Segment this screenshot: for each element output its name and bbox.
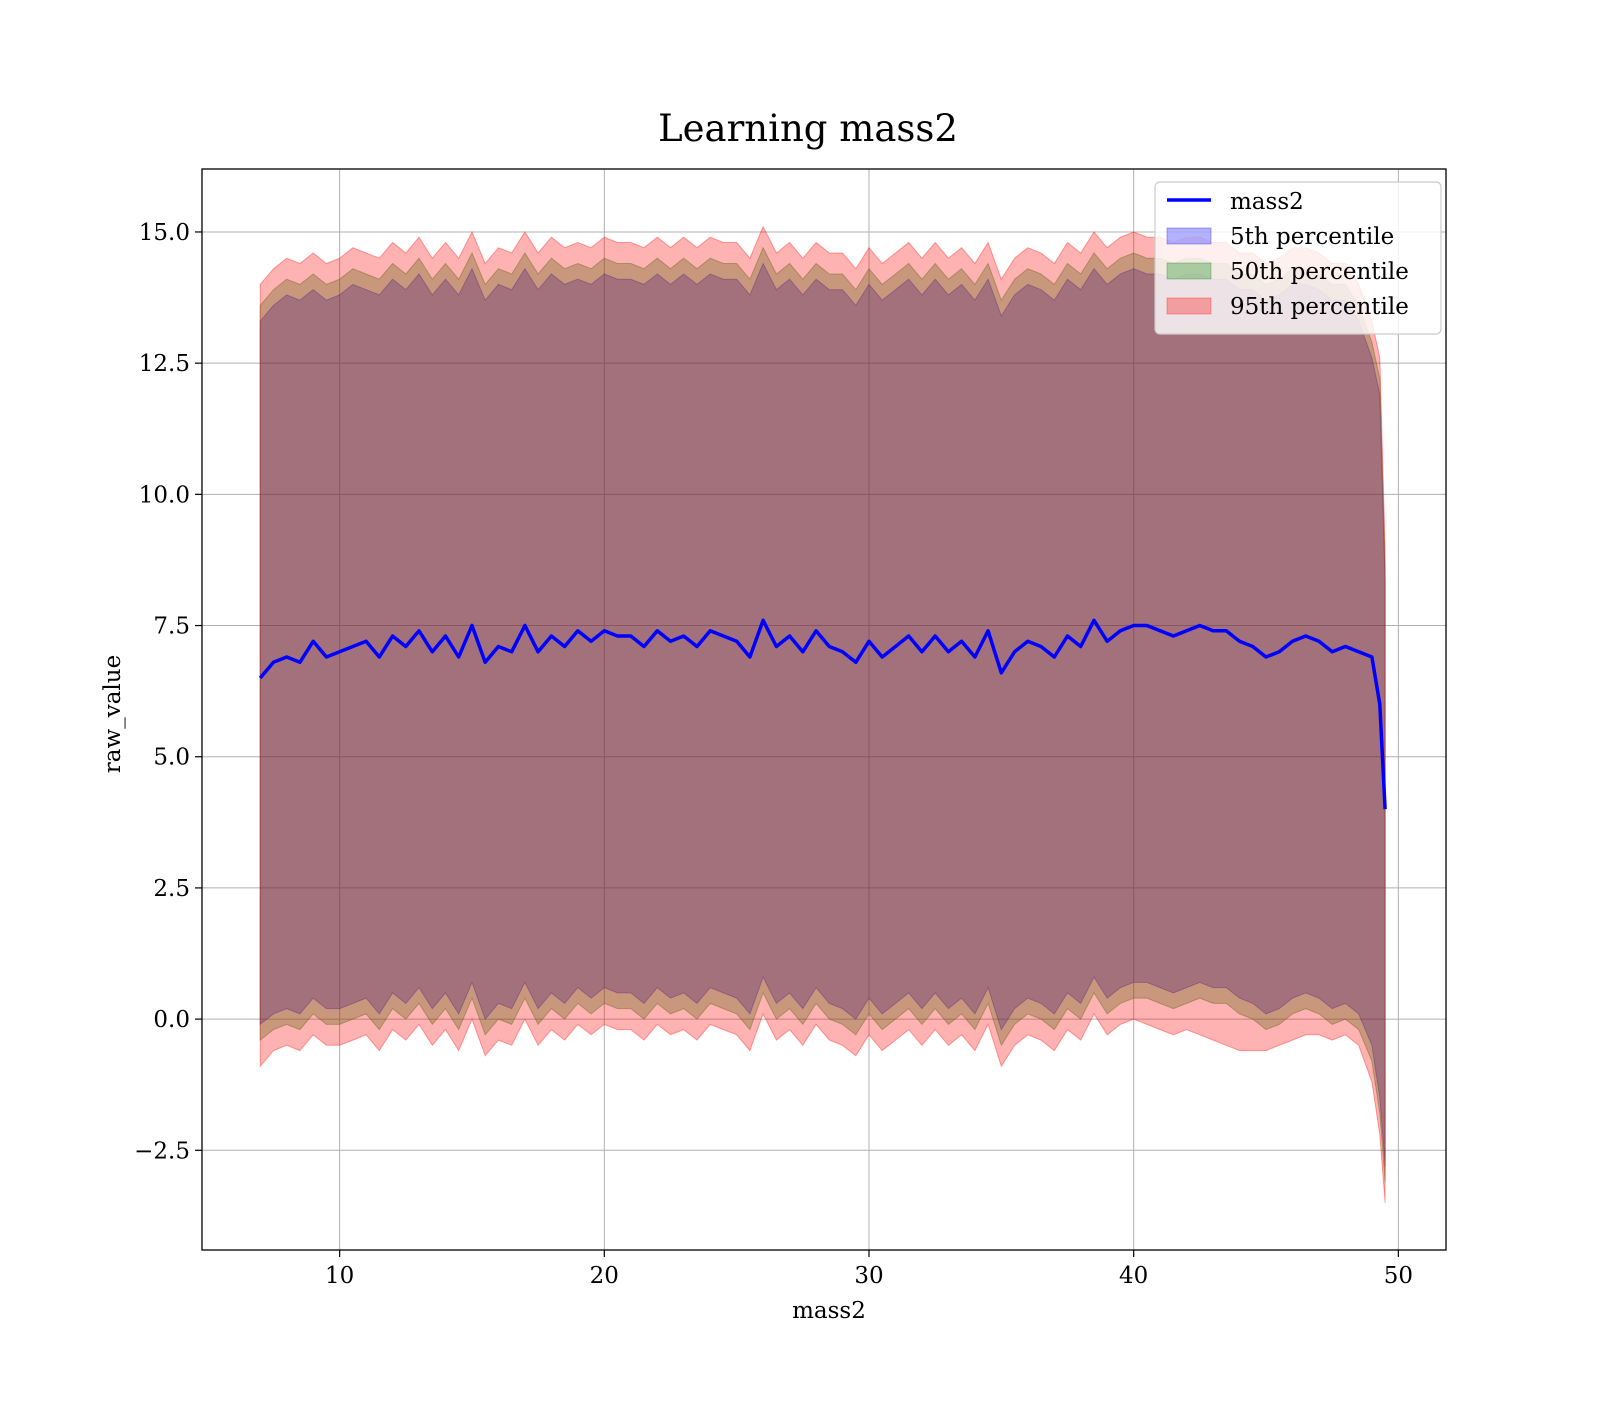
legend-p50-label: 50th percentile <box>1230 259 1409 285</box>
legend-p95-swatch <box>1166 297 1212 315</box>
band-50th-percentile <box>259 246 1386 1182</box>
x-tick-label: 50 <box>1384 1263 1413 1289</box>
percentile-bands <box>259 225 1386 1203</box>
band-95th-percentile <box>259 225 1386 1203</box>
legend-p95-label: 95th percentile <box>1230 294 1409 320</box>
legend: mass2 5th percentile 50th percentile 95t… <box>1154 181 1442 335</box>
mass2-line-layer <box>258 618 1387 810</box>
y-tick-label: 15.0 <box>139 220 190 246</box>
grid-lines <box>202 169 1446 1250</box>
x-tick-label: 30 <box>854 1263 883 1289</box>
x-tick-label: 10 <box>325 1263 354 1289</box>
y-tick-label: −2.5 <box>134 1138 190 1164</box>
y-tick-label: 2.5 <box>153 876 190 902</box>
x-axis-label: mass2 <box>792 1298 866 1324</box>
legend-mass2-label: mass2 <box>1230 189 1304 215</box>
y-tick-label: 12.5 <box>139 351 190 377</box>
mass2-line <box>258 618 1387 810</box>
plot-frame <box>201 168 1447 1251</box>
chart-title: Learning mass2 <box>658 107 958 150</box>
y-tick-label: 10.0 <box>139 482 190 508</box>
legend-p5-swatch <box>1166 227 1212 245</box>
axis-ticks: 10 20 30 40 50 −2.5 0.0 2.5 5.0 7.5 10.0 12.5 15.0 <box>134 220 1413 1289</box>
x-tick-label: 20 <box>590 1263 619 1289</box>
legend-p5-label: 5th percentile <box>1230 224 1394 250</box>
y-tick-label: 0.0 <box>153 1007 190 1033</box>
x-tick-label: 40 <box>1119 1263 1148 1289</box>
y-tick-label: 7.5 <box>153 614 190 640</box>
band-5th-percentile <box>259 262 1386 1167</box>
legend-frame <box>1154 181 1442 335</box>
y-tick-label: 5.0 <box>153 745 190 771</box>
y-axis-label: raw_value <box>100 655 126 773</box>
legend-p50-swatch <box>1166 262 1212 280</box>
